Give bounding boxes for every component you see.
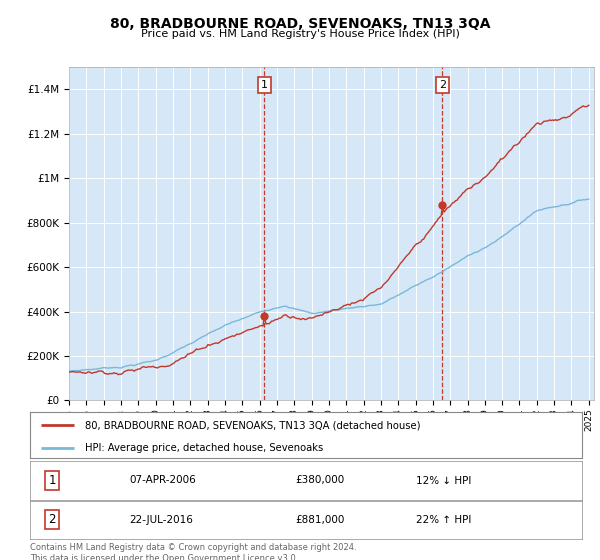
Text: 1: 1 [261,80,268,90]
Text: £881,000: £881,000 [295,515,344,525]
Text: 80, BRADBOURNE ROAD, SEVENOAKS, TN13 3QA: 80, BRADBOURNE ROAD, SEVENOAKS, TN13 3QA [110,17,490,31]
Text: 07-APR-2006: 07-APR-2006 [130,475,196,486]
Text: Price paid vs. HM Land Registry's House Price Index (HPI): Price paid vs. HM Land Registry's House … [140,29,460,39]
Text: 2: 2 [49,513,56,526]
Text: 12% ↓ HPI: 12% ↓ HPI [416,475,472,486]
Text: 1: 1 [49,474,56,487]
Text: 2: 2 [439,80,446,90]
Text: 22-JUL-2016: 22-JUL-2016 [130,515,193,525]
Text: 80, BRADBOURNE ROAD, SEVENOAKS, TN13 3QA (detached house): 80, BRADBOURNE ROAD, SEVENOAKS, TN13 3QA… [85,420,421,430]
Text: Contains HM Land Registry data © Crown copyright and database right 2024.
This d: Contains HM Land Registry data © Crown c… [30,543,356,560]
Text: £380,000: £380,000 [295,475,344,486]
Text: HPI: Average price, detached house, Sevenoaks: HPI: Average price, detached house, Seve… [85,443,323,453]
Text: 22% ↑ HPI: 22% ↑ HPI [416,515,472,525]
